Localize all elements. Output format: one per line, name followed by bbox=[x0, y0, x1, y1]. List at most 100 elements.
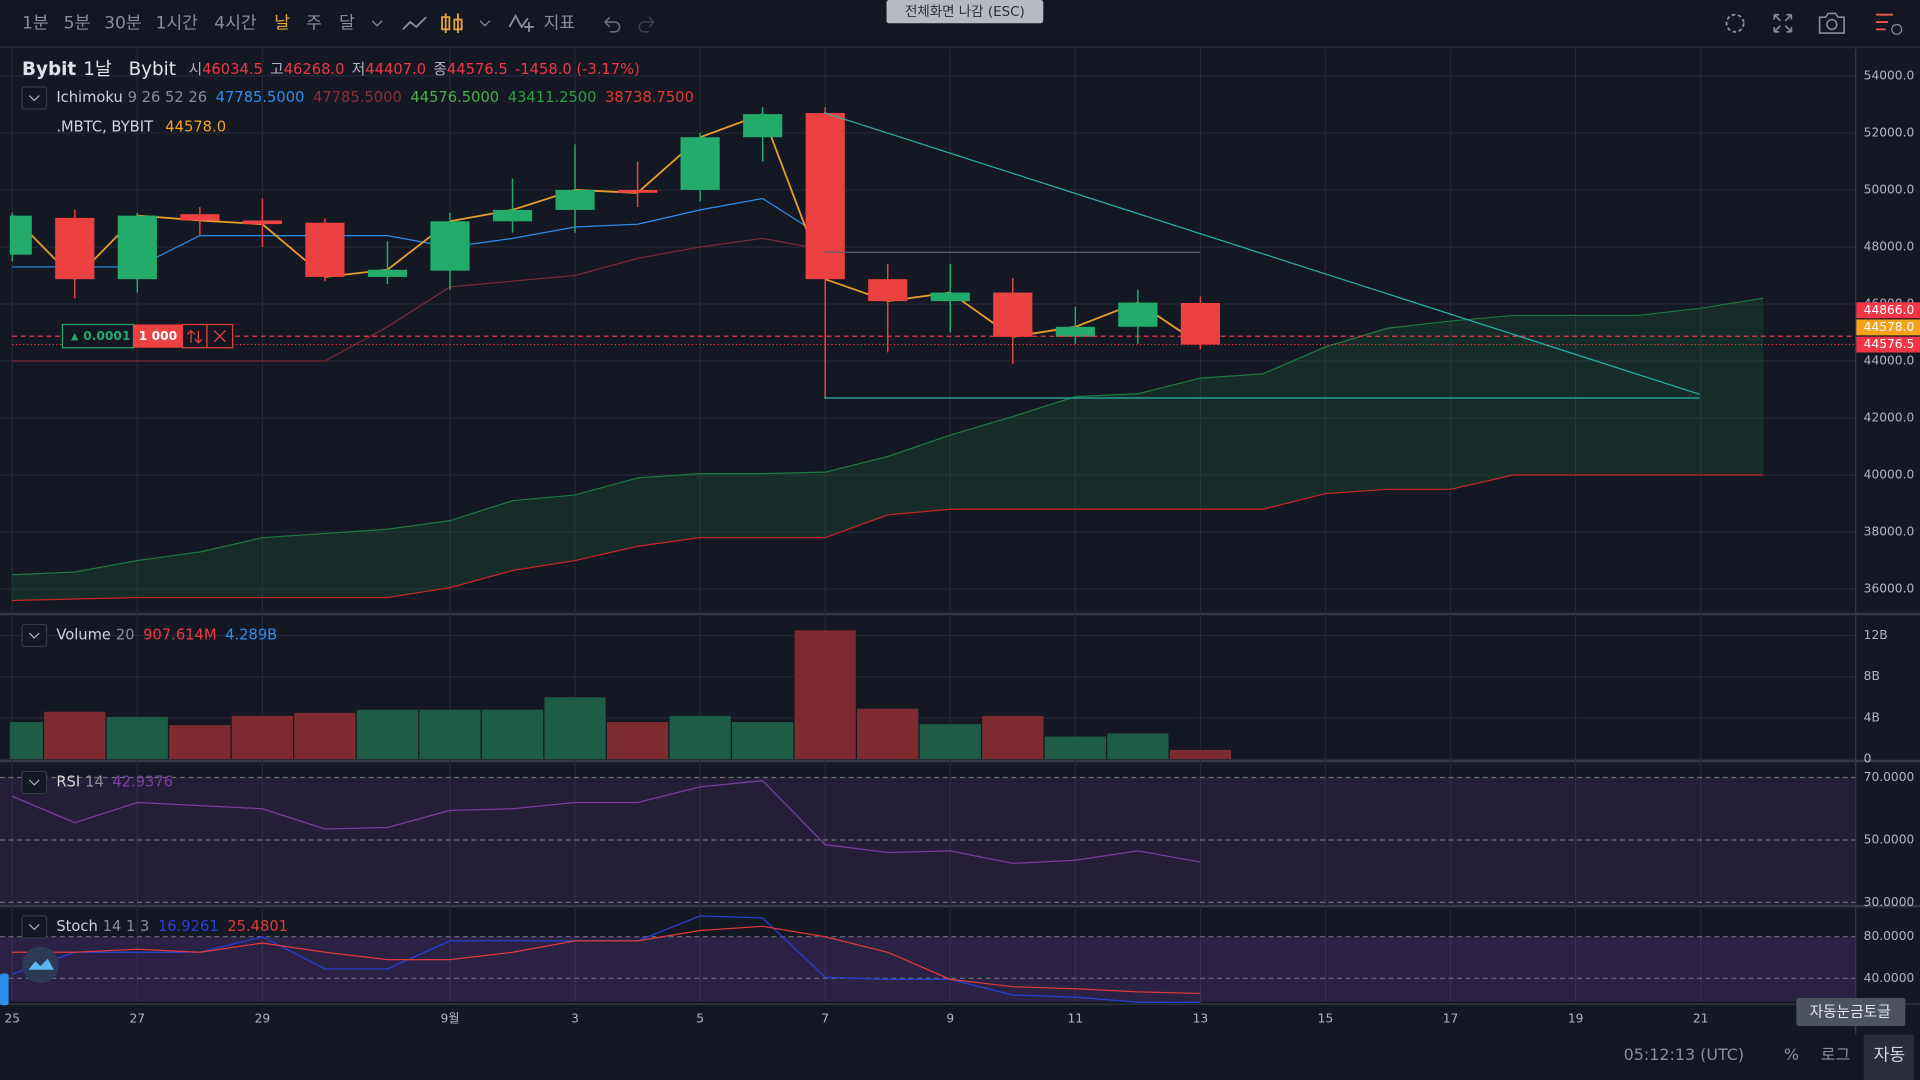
indicator-icon[interactable] bbox=[508, 14, 534, 32]
y-tick-label: 52000.0 bbox=[1864, 125, 1915, 139]
x-tick-label: 17 bbox=[1443, 1011, 1459, 1025]
order-up-icon bbox=[71, 333, 79, 341]
compare-value: 44578.0 bbox=[165, 118, 226, 135]
log-toggle[interactable]: 로그 bbox=[1821, 1045, 1850, 1064]
y-tick-label: 42000.0 bbox=[1864, 410, 1915, 424]
fullscreen-exit-label[interactable]: 전체화면 나감 (ESC) bbox=[905, 4, 1025, 20]
interval-button[interactable]: 1분 bbox=[22, 13, 49, 33]
interval-button[interactable]: 4시간 bbox=[214, 13, 257, 33]
legend-value: 47785.5000 bbox=[216, 89, 305, 106]
collapse-button[interactable] bbox=[21, 915, 48, 939]
candle-body bbox=[242, 220, 282, 225]
x-tick-label: 11 bbox=[1068, 1011, 1084, 1025]
fullscreen-exit-box[interactable] bbox=[886, 0, 1044, 24]
fullscreen-icon[interactable] bbox=[1773, 13, 1793, 33]
symbol-source: Bybit bbox=[129, 59, 176, 80]
volume-bar bbox=[919, 724, 981, 760]
price-label: 44578.0 bbox=[1864, 320, 1915, 334]
volume-bar bbox=[481, 709, 544, 760]
chevron-icon bbox=[28, 924, 40, 931]
y-tick-label: 70.0000 bbox=[1864, 770, 1915, 784]
y-tick-label: 80.0000 bbox=[1864, 929, 1915, 943]
legend-value: 44576.5000 bbox=[410, 89, 499, 106]
dropdown-icon[interactable] bbox=[371, 20, 383, 27]
undo-icon[interactable] bbox=[604, 16, 621, 33]
y-tick-label: 44000.0 bbox=[1864, 353, 1915, 367]
legend-value: 4.289B bbox=[225, 627, 277, 644]
collapse-button[interactable] bbox=[21, 623, 48, 648]
ohlc-value: 46268.0 bbox=[284, 61, 345, 78]
oscillator-line bbox=[12, 925, 1201, 995]
volume-bar bbox=[606, 722, 669, 760]
candle-body bbox=[1055, 326, 1095, 337]
order-step: 0.0001 bbox=[83, 329, 130, 343]
candle-chart-icon[interactable] bbox=[441, 13, 463, 34]
legend-value: 42.9376 bbox=[112, 773, 173, 790]
price-label-box bbox=[1856, 302, 1920, 319]
candle-body bbox=[618, 189, 658, 193]
pane-legend: Ichimoku 9 26 52 26 47785.5000 47785.5000 44… bbox=[56, 89, 694, 106]
volume-bar bbox=[294, 712, 356, 760]
collapse-button[interactable] bbox=[21, 86, 48, 110]
candle-body bbox=[743, 114, 783, 138]
logo[interactable] bbox=[22, 946, 59, 984]
x-tick-label: 3 bbox=[571, 1011, 579, 1025]
y-tick-label: 8B bbox=[1864, 669, 1880, 683]
volume-bar bbox=[732, 722, 794, 760]
volume-bar bbox=[1169, 749, 1232, 760]
x-tick-label: 9월 bbox=[440, 1011, 459, 1025]
y-tick-label: 36000.0 bbox=[1864, 582, 1915, 596]
price-label: 44576.5 bbox=[1864, 337, 1915, 351]
order-qty-box[interactable] bbox=[133, 324, 183, 348]
legend-value: 38738.7500 bbox=[605, 89, 694, 106]
compare-name: .MBTC, BYBIT bbox=[56, 118, 154, 135]
interval-button[interactable]: 주 bbox=[306, 13, 322, 33]
line-chart-icon[interactable] bbox=[402, 16, 427, 31]
volume-bar bbox=[231, 715, 293, 760]
candle-body bbox=[930, 292, 970, 302]
candle-body bbox=[55, 217, 95, 280]
candle-body bbox=[1118, 302, 1158, 327]
candle-body bbox=[680, 137, 720, 190]
y-tick-label: 50.0000 bbox=[1864, 832, 1915, 846]
ichimoku-cloud bbox=[12, 298, 1764, 601]
camera-icon[interactable] bbox=[1818, 12, 1845, 34]
volume-bar bbox=[44, 711, 106, 760]
auto-toggle-bg[interactable] bbox=[1863, 1034, 1914, 1080]
interval-button[interactable]: 5분 bbox=[64, 13, 91, 33]
interval-button[interactable]: 달 bbox=[339, 13, 355, 33]
interval-button[interactable]: 30분 bbox=[104, 13, 142, 33]
collapse-button[interactable] bbox=[21, 770, 48, 795]
interval-button[interactable]: 1시간 bbox=[156, 13, 199, 33]
watchlist-icon[interactable] bbox=[1875, 13, 1894, 31]
y-tick-label: 4B bbox=[1864, 710, 1880, 724]
candle-body bbox=[993, 292, 1033, 337]
settings-icon[interactable] bbox=[1725, 13, 1745, 33]
indicator-band bbox=[0, 777, 1856, 905]
candle-body bbox=[180, 214, 220, 221]
percent-toggle[interactable]: % bbox=[1784, 1045, 1799, 1064]
dropdown-icon[interactable] bbox=[479, 20, 491, 27]
y-tick-label: 54000.0 bbox=[1864, 68, 1915, 82]
x-tick-label: 9 bbox=[946, 1011, 954, 1025]
indicator-line bbox=[12, 237, 826, 362]
pane-legend: Stoch 14 1 3 16.9261 25.4801 bbox=[56, 918, 288, 935]
candle-body bbox=[9, 215, 32, 255]
indicators-button[interactable]: 지표 bbox=[544, 13, 576, 33]
volume-bar bbox=[857, 708, 919, 760]
trend-line[interactable] bbox=[823, 112, 1700, 395]
redo-icon[interactable] bbox=[638, 16, 655, 33]
order-widget[interactable]: 0.0001 1 000 bbox=[61, 323, 234, 349]
order-reverse-button[interactable] bbox=[181, 323, 208, 349]
volume-bar bbox=[1107, 733, 1169, 760]
order-qty: 1 000 bbox=[139, 329, 177, 343]
y-tick-label: 50000.0 bbox=[1864, 182, 1915, 196]
interval-button-active[interactable]: 날 bbox=[274, 13, 290, 33]
auto-toggle[interactable]: 자동 bbox=[1874, 1046, 1906, 1066]
side-handle[interactable] bbox=[0, 973, 9, 1006]
volume-bar bbox=[669, 715, 731, 760]
x-tick-label: 25 bbox=[4, 1011, 20, 1025]
tooltip-box bbox=[1796, 997, 1906, 1027]
candle-body bbox=[430, 221, 470, 271]
